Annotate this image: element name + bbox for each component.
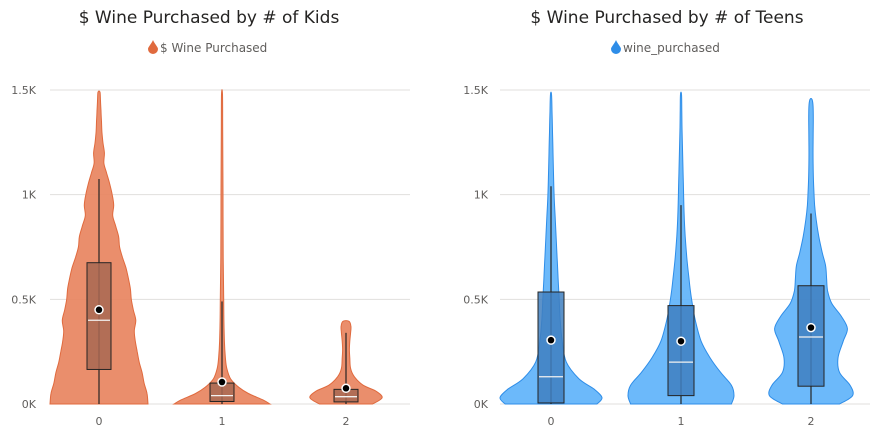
legend: wine_purchased [611, 40, 720, 55]
violin-group-0 [499, 91, 603, 405]
y-tick-label: 1.5K [11, 84, 36, 97]
chart-wine-by-kids: $ Wine Purchased by # of Kids $ Wine Pur… [11, 8, 410, 428]
y-tick-label: 1K [474, 189, 489, 202]
mean-marker [217, 377, 227, 387]
legend-droplet-icon [148, 40, 158, 54]
y-tick-label: 0K [474, 398, 489, 411]
x-tick-label: 1 [678, 415, 685, 428]
iqr-box [797, 285, 825, 387]
violin-group-2 [768, 98, 854, 405]
y-tick-label: 0K [22, 398, 37, 411]
mean-marker [806, 322, 816, 333]
legend-label: $ Wine Purchased [160, 41, 267, 55]
y-tick-label: 0.5K [463, 293, 488, 306]
violin-shape [172, 88, 272, 405]
y-tick-label: 1K [22, 189, 37, 202]
violin-group-0 [49, 90, 149, 405]
x-axis-ticks: 0 1 2 [96, 415, 350, 428]
x-tick-label: 2 [343, 415, 350, 428]
mean-marker [676, 336, 686, 346]
iqr-box [537, 291, 565, 404]
y-tick-label: 1.5K [463, 84, 488, 97]
violins [49, 88, 383, 405]
legend-droplet-icon [611, 40, 621, 54]
y-axis-ticks: 0K 0.5K 1K 1.5K [11, 84, 36, 411]
x-tick-label: 0 [548, 415, 555, 428]
chart-title: $ Wine Purchased by # of Teens [530, 8, 803, 28]
y-axis-ticks: 0K 0.5K 1K 1.5K [463, 84, 488, 411]
y-tick-label: 0.5K [11, 293, 36, 306]
x-axis-ticks: 0 1 2 [548, 415, 815, 428]
chart-wine-by-teens: $ Wine Purchased by # of Teens wine_purc… [463, 8, 870, 428]
iqr-box [667, 305, 695, 397]
x-tick-label: 1 [219, 415, 226, 428]
iqr-box [86, 262, 112, 370]
x-tick-label: 0 [96, 415, 103, 428]
mean-marker [341, 383, 351, 394]
violin-group-1 [627, 91, 735, 405]
mean-marker [546, 335, 556, 345]
x-tick-label: 2 [808, 415, 815, 428]
violins [499, 91, 854, 405]
violin-group-1 [172, 88, 272, 405]
chart-title: $ Wine Purchased by # of Kids [79, 8, 340, 28]
legend: $ Wine Purchased [148, 40, 267, 55]
legend-label: wine_purchased [623, 41, 720, 55]
violin-group-2 [309, 320, 383, 405]
mean-marker [94, 305, 104, 315]
